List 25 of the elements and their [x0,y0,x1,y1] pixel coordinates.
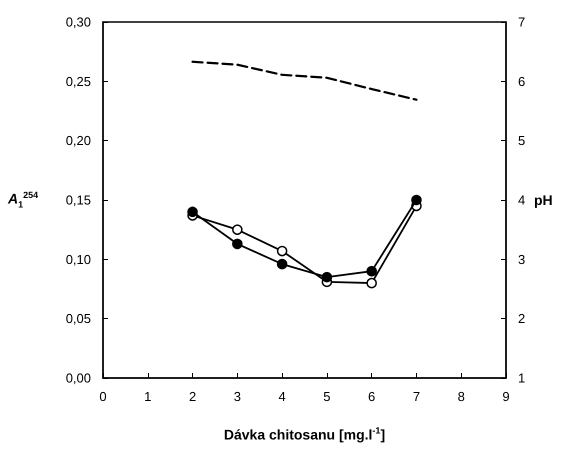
y2-axis-title: pH [534,192,553,208]
x-tick-label: 7 [412,389,420,404]
y-tick-label: 0,15 [66,192,91,208]
x-tick-label: 0 [99,389,107,404]
y-tick-label: 0,25 [66,74,91,89]
y-tick-label: 0,10 [66,252,91,267]
y-tick-label: 0,05 [66,311,91,326]
y2-tick-label: 6 [518,74,526,89]
y2-tick-label: 2 [518,311,526,326]
x-tick-label: 4 [278,389,286,404]
y2-tick-label: 4 [518,192,526,208]
x-tick-label: 9 [502,389,510,404]
x-tick-label: 1 [144,389,152,404]
x-tick-label: 6 [368,389,376,404]
x-tick-label: 2 [188,389,196,404]
y-tick-label: 0,30 [66,14,91,30]
y2-tick-label: 5 [518,133,526,148]
x-tick-label: 8 [458,389,465,404]
x-tick-label: 5 [323,389,331,404]
y2-tick-label: 1 [518,370,526,386]
y2-tick-label: 3 [518,252,526,267]
y2-tick-label: 7 [518,14,526,30]
y-tick-label: 0,20 [66,133,91,148]
y-tick-label: 0,00 [66,370,91,386]
x-tick-label: 3 [234,389,241,404]
